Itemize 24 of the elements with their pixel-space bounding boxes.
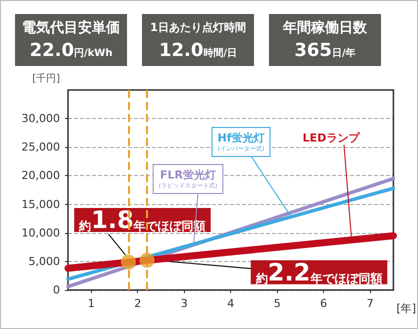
text: 年間稼働日数 [282, 19, 368, 37]
x-tick-label: 2 [134, 297, 142, 310]
text: 1日あたり点灯時間 [149, 20, 247, 36]
y-tick-label: 20,000 [22, 169, 60, 182]
annotation: 約2.2年でほぼ同額 [254, 258, 382, 286]
y-tick-label: 15,000 [22, 198, 60, 211]
x-tick-label: 1 [88, 297, 95, 310]
y-tick-label: 10,000 [22, 226, 60, 240]
x-tick-label: 4 [227, 297, 234, 310]
x-tick-label: 6 [320, 297, 328, 310]
y-tick-label: 25,000 [22, 140, 60, 154]
text: 12.0時間/日 [158, 40, 238, 61]
x-axis-title: [年] [396, 302, 416, 315]
text: 電気代目安単価 [21, 19, 121, 37]
x-tick-label: 7 [366, 297, 374, 310]
y-tick-label: 30,000 [22, 112, 60, 126]
x-tick-label: 5 [274, 297, 281, 310]
y-tick-label: 0 [53, 284, 60, 296]
y-axis-title: [千円] [32, 72, 60, 84]
y-tick-label: 5,000 [28, 254, 60, 268]
x-tick-label: 3 [180, 297, 188, 310]
text: 365日/年 [294, 40, 356, 61]
text: LEDランプ [302, 132, 360, 144]
text: 22.0円/kWh [30, 40, 112, 61]
